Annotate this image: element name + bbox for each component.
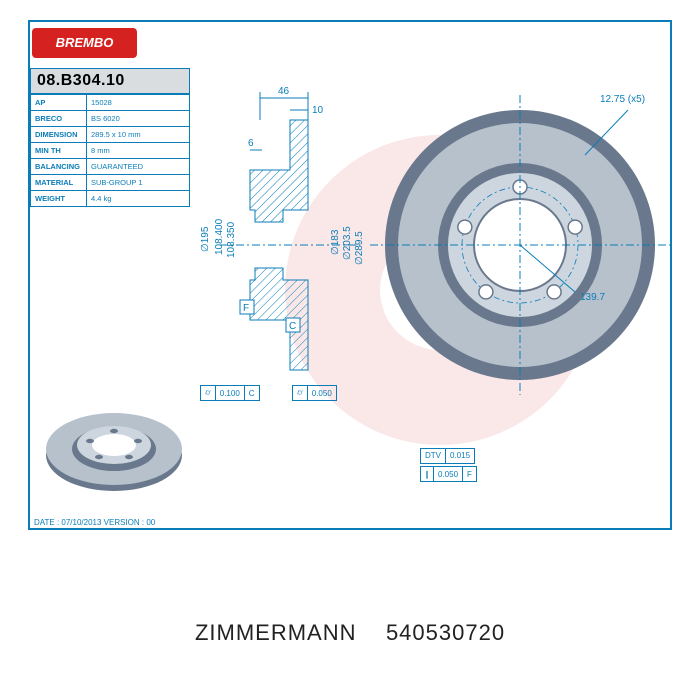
bolt-hole bbox=[479, 285, 493, 299]
footer-brand: ZIMMERMANN bbox=[195, 620, 357, 646]
gdt-runout2: ⌭0.050 bbox=[292, 385, 337, 401]
bolt-hole bbox=[458, 220, 472, 234]
svg-text:C: C bbox=[289, 321, 296, 332]
svg-text:∅203.5: ∅203.5 bbox=[342, 226, 353, 260]
spec-value: BS 6020 bbox=[87, 111, 190, 127]
footer: ZIMMERMANN 540530720 bbox=[0, 620, 700, 646]
spec-label: BRECO bbox=[31, 111, 87, 127]
svg-text:46: 46 bbox=[278, 86, 290, 97]
spec-label: DIMENSION bbox=[31, 127, 87, 143]
gdt-dtv-block: DTV0.015 ∥0.050F bbox=[420, 445, 477, 482]
spec-value: GUARANTEED bbox=[87, 159, 190, 175]
brembo-logo: BREMBO bbox=[32, 28, 137, 58]
bolt-hole bbox=[547, 285, 561, 299]
spec-label: MATERIAL bbox=[31, 175, 87, 191]
svg-text:∅289.5: ∅289.5 bbox=[354, 231, 365, 265]
spec-label: MIN TH bbox=[31, 143, 87, 159]
isometric-view bbox=[32, 400, 197, 510]
section-view: 46 10 6 ∅195 108.400 108.350 F C ∅183 ∅2… bbox=[200, 80, 365, 410]
bolt-hole bbox=[568, 220, 582, 234]
svg-text:∅183: ∅183 bbox=[330, 229, 341, 255]
footer-code: 540530720 bbox=[386, 620, 505, 646]
front-view: 12.75 (x5) 139.7 bbox=[370, 40, 670, 420]
spec-label: AP bbox=[31, 95, 87, 111]
logo-text: BREMBO bbox=[32, 28, 137, 58]
spec-value: SUB-GROUP 1 bbox=[87, 175, 190, 191]
spec-value: 289.5 x 10 mm bbox=[87, 127, 190, 143]
svg-text:F: F bbox=[243, 303, 249, 314]
svg-text:∅195: ∅195 bbox=[200, 226, 211, 252]
part-number-box: 08.B304.10 bbox=[30, 68, 190, 94]
svg-text:108.400: 108.400 bbox=[214, 218, 225, 255]
spec-label: BALANCING bbox=[31, 159, 87, 175]
svg-text:12.75 (x5): 12.75 (x5) bbox=[600, 94, 645, 105]
svg-text:6: 6 bbox=[248, 138, 254, 149]
spec-label: WEIGHT bbox=[31, 191, 87, 207]
gdt-runout1: ⌭0.100C bbox=[200, 385, 260, 401]
spec-value: 4.4 kg bbox=[87, 191, 190, 207]
svg-text:10: 10 bbox=[312, 105, 324, 116]
svg-text:139.7: 139.7 bbox=[580, 292, 605, 303]
spec-table: AP15028BRECOBS 6020DIMENSION289.5 x 10 m… bbox=[30, 94, 190, 207]
part-number: 08.B304.10 bbox=[37, 72, 125, 90]
spec-value: 15028 bbox=[87, 95, 190, 111]
svg-text:108.350: 108.350 bbox=[226, 221, 237, 258]
spec-value: 8 mm bbox=[87, 143, 190, 159]
date-version: DATE : 07/10/2013 VERSION : 00 bbox=[34, 518, 155, 527]
